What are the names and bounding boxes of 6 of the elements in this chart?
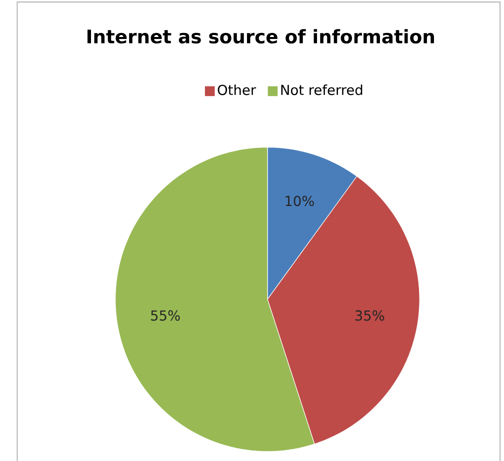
data-label: 35%	[355, 310, 384, 321]
legend-label: Other	[218, 84, 256, 95]
legend-label: Not referred	[281, 84, 362, 95]
data-label: 55%	[151, 310, 180, 321]
data-label: 10%	[286, 196, 314, 206]
chart-title: Internet as source of information	[87, 28, 434, 44]
